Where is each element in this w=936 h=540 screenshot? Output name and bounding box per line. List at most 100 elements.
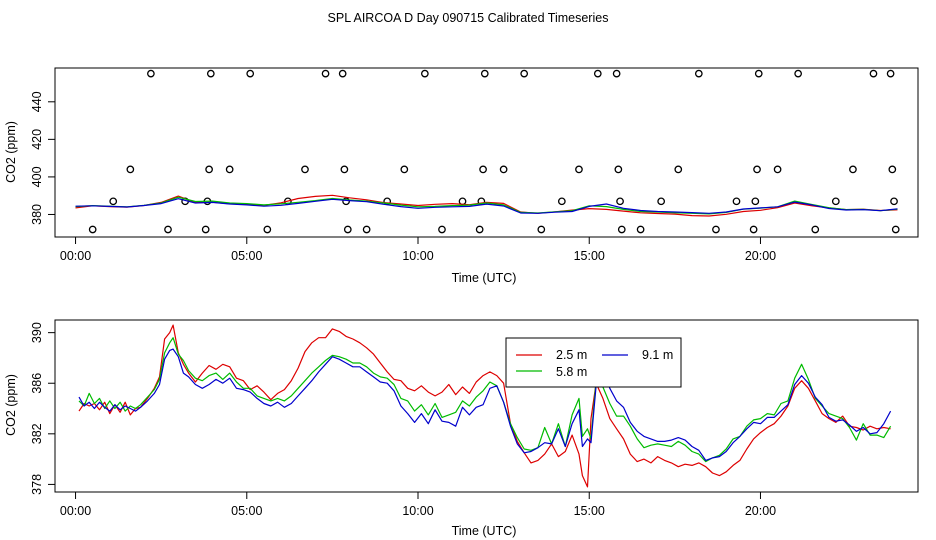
outlier-point-18: [342, 197, 350, 206]
series-line-bottom-5-8-m: [78, 337, 892, 463]
outlier-point-44: [712, 225, 720, 234]
outlier-point-51: [794, 69, 802, 78]
outlier-point-37: [614, 165, 623, 174]
outlier-point-50: [773, 165, 782, 174]
outlier-point-11: [246, 69, 255, 78]
legend-label-5-8m: 5.8 m: [556, 365, 587, 379]
x-tick-label-top-3: 15:00: [574, 249, 605, 263]
outlier-point-26: [475, 225, 484, 234]
y-tick-label-top-3: 440: [30, 91, 44, 112]
plot-frame-top: [54, 67, 919, 238]
outlier-point-53: [831, 197, 840, 206]
outlier-point-32: [537, 225, 546, 234]
outlier-point-31: [520, 69, 529, 78]
y-ticks-top: 380 400 420 440: [30, 91, 55, 225]
outlier-point-19: [343, 225, 352, 234]
outlier-point-24: [438, 225, 446, 234]
series-lines-bottom: [78, 324, 892, 488]
outlier-point-34: [575, 165, 583, 174]
outlier-point-59: [891, 225, 900, 234]
outlier-point-6: [201, 225, 210, 234]
outlier-point-58: [890, 197, 898, 206]
y-tick-label-top-0: 380: [30, 204, 44, 225]
outlier-point-36: [612, 69, 621, 78]
outlier-point-48: [753, 165, 761, 174]
y-tick-label-top-2: 420: [30, 129, 44, 150]
x-tick-label-bottom-1: 05:00: [231, 504, 262, 518]
x-axis-label-top: Time (UTC): [452, 271, 517, 285]
series-lines-top: [75, 194, 898, 217]
outlier-points: [88, 69, 900, 234]
y-tick-label-bottom-3: 390: [30, 322, 44, 343]
x-tick-label-top-0: 00:00: [60, 249, 91, 263]
outlier-point-40: [636, 225, 645, 234]
outlier-point-3: [147, 69, 155, 78]
outlier-point-57: [888, 165, 897, 174]
outlier-point-14: [301, 165, 309, 174]
x-tick-label-top-4: 20:00: [745, 249, 776, 263]
outlier-point-49: [754, 69, 763, 78]
x-ticks-top: 00:00 05:00 10:00 15:00 20:00: [60, 237, 776, 263]
outlier-point-8: [205, 165, 213, 174]
outlier-point-16: [338, 69, 347, 78]
outlier-point-28: [479, 165, 487, 174]
outlier-point-17: [340, 165, 349, 174]
outlier-point-46: [749, 225, 758, 234]
outlier-point-12: [263, 225, 272, 234]
outlier-point-42: [674, 165, 683, 174]
legend-label-2-5m: 2.5 m: [556, 348, 587, 362]
y-tick-label-bottom-1: 382: [30, 423, 44, 444]
panel-top: 00:00 05:00 10:00 15:00 20:00 380 400 420 440 T…: [4, 67, 919, 285]
series-line-top-5-8-m: [75, 196, 898, 215]
outlier-point-43: [694, 69, 703, 78]
legend: 2.5 m 5.8 m 9.1 m: [505, 337, 682, 388]
outlier-point-22: [400, 165, 409, 174]
outlier-point-20: [362, 225, 371, 234]
x-tick-label-top-1: 05:00: [231, 249, 262, 263]
outlier-point-30: [499, 165, 508, 174]
outlier-point-39: [617, 225, 626, 234]
outlier-point-55: [869, 69, 878, 78]
outlier-point-52: [811, 225, 820, 234]
legend-label-9-1m: 9.1 m: [642, 348, 673, 362]
outlier-point-54: [849, 165, 857, 174]
panel-bottom: 00:00 05:00 10:00 15:00 20:00 378 382 386 390 T…: [4, 319, 919, 538]
x-ticks-bottom: 00:00 05:00 10:00 15:00 20:00: [60, 492, 776, 518]
x-tick-label-top-2: 10:00: [402, 249, 433, 263]
x-tick-label-bottom-0: 00:00: [60, 504, 91, 518]
series-line-bottom-9-1-m: [78, 348, 892, 461]
series-line-bottom-2-5-m: [78, 324, 891, 488]
outlier-point-45: [732, 197, 741, 206]
outlier-point-47: [751, 197, 760, 206]
y-tick-label-top-1: 400: [30, 166, 44, 187]
series-line-top-9-1-m: [75, 198, 898, 214]
y-axis-label-top: CO2 (ppm): [4, 121, 18, 183]
outlier-point-4: [164, 225, 172, 234]
series-line-top-2-5-m: [75, 194, 898, 217]
outlier-point-9: [206, 69, 215, 78]
outlier-point-35: [593, 69, 602, 78]
y-tick-label-bottom-2: 386: [30, 373, 44, 394]
plot-frame-bottom: [54, 319, 919, 493]
outlier-point-38: [616, 197, 624, 206]
outlier-point-29: [480, 69, 489, 78]
x-tick-label-bottom-2: 10:00: [402, 504, 433, 518]
x-tick-label-bottom-3: 15:00: [574, 504, 605, 518]
y-axis-label-bottom: CO2 (ppm): [4, 374, 18, 436]
y-ticks-bottom: 378 382 386 390: [30, 322, 55, 495]
outlier-point-10: [225, 165, 234, 174]
outlier-point-56: [886, 69, 895, 78]
outlier-point-33: [557, 197, 566, 206]
x-axis-label-bottom: Time (UTC): [452, 524, 517, 538]
x-tick-label-bottom-4: 20:00: [745, 504, 776, 518]
outlier-point-23: [421, 69, 429, 78]
outlier-point-15: [321, 69, 330, 78]
chart-title: SPL AIRCOA D Day 090715 Calibrated Times…: [328, 11, 609, 25]
outlier-point-41: [657, 197, 666, 206]
y-tick-label-bottom-0: 378: [30, 474, 44, 495]
legend-box: [505, 337, 682, 388]
outlier-point-1: [109, 197, 118, 206]
outlier-point-2: [126, 165, 135, 174]
outlier-point-0: [88, 225, 97, 234]
